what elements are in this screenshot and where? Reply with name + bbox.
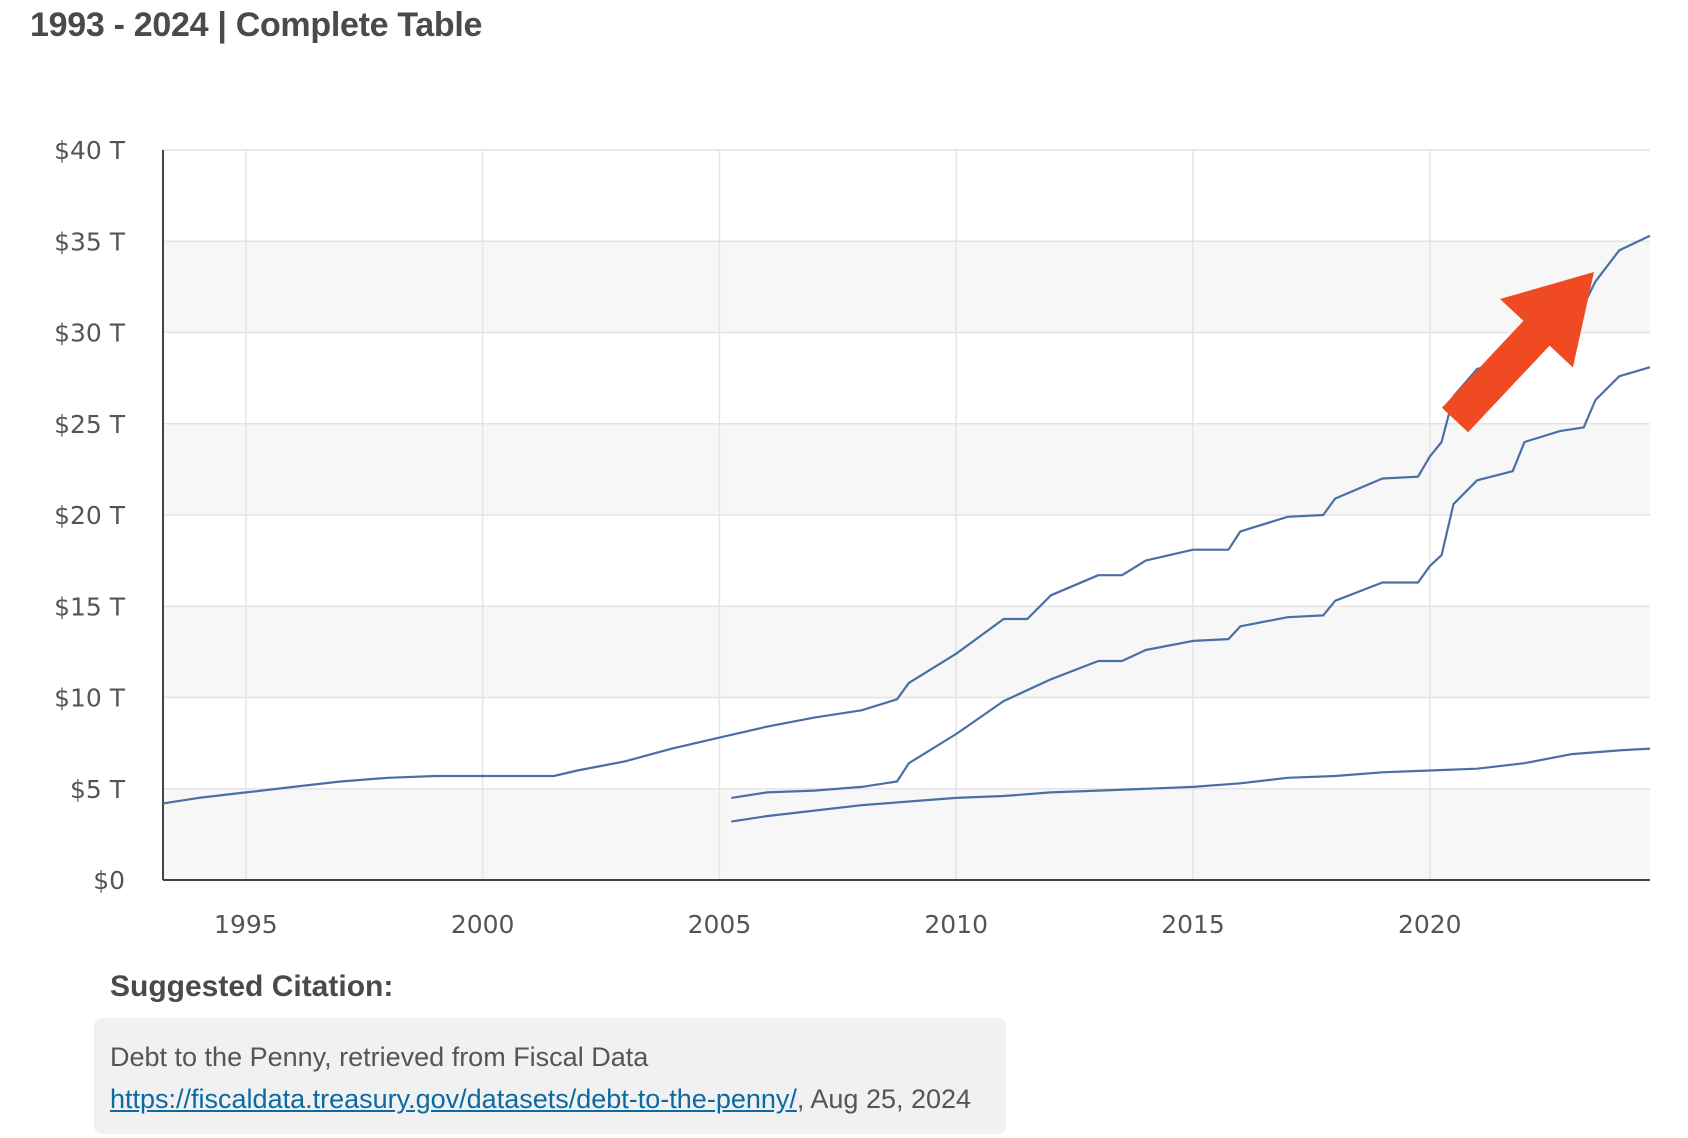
trend-arrow-icon: [1441, 272, 1594, 433]
y-tick-label: $40 T: [54, 136, 126, 165]
plot-band: [163, 423, 1650, 515]
series-lines: [162, 234, 1651, 823]
citation-date: , Aug 25, 2024: [796, 1084, 972, 1114]
plot-band: [163, 606, 1650, 698]
x-tick-labels: 1995 2000 2005 2010 2015 2020: [214, 910, 1462, 939]
citation-link[interactable]: https://fiscaldata.treasury.gov/datasets…: [110, 1084, 797, 1114]
debt-line-chart: $0 $5 T $10 T $15 T $20 T $25 T $30 T $35 T $40 …: [54, 136, 1651, 939]
y-tick-label: $0: [93, 866, 125, 895]
x-tick-label: 2010: [924, 910, 988, 939]
citation-line: https://fiscaldata.treasury.gov/datasets…: [110, 1078, 990, 1120]
plot-bands: [163, 241, 1650, 880]
series-line-3: [731, 747, 1651, 823]
y-tick-label: $5 T: [70, 775, 126, 804]
x-tick-label: 2000: [451, 910, 515, 939]
y-tick-label: $10 T: [54, 684, 126, 713]
x-tick-label: 1995: [214, 910, 278, 939]
plot-band: [163, 241, 1650, 333]
citation-source-text: Debt to the Penny, retrieved from Fiscal…: [110, 1042, 649, 1072]
x-tick-label: 2015: [1161, 910, 1225, 939]
citation-heading: Suggested Citation:: [110, 970, 394, 1003]
axes: [162, 150, 1650, 881]
series-line-2: [731, 366, 1651, 799]
citation-box: Debt to the Penny, retrieved from Fiscal…: [94, 1018, 1006, 1134]
series-line-1: [162, 234, 1651, 805]
y-tick-label: $25 T: [54, 410, 126, 439]
y-tick-label: $15 T: [54, 592, 126, 621]
plot-band: [163, 788, 1650, 880]
y-tick-labels: $0 $5 T $10 T $15 T $20 T $25 T $30 T $35 T $40 …: [54, 136, 126, 895]
trend-arrow-shape: [1441, 272, 1594, 433]
y-tick-label: $35 T: [54, 227, 126, 256]
y-tick-label: $20 T: [54, 501, 126, 530]
x-tick-label: 2020: [1398, 910, 1462, 939]
x-tick-label: 2005: [688, 910, 752, 939]
y-tick-label: $30 T: [54, 319, 126, 348]
page-title: 1993 - 2024 | Complete Table: [30, 6, 483, 44]
grid-lines: [163, 149, 1650, 881]
